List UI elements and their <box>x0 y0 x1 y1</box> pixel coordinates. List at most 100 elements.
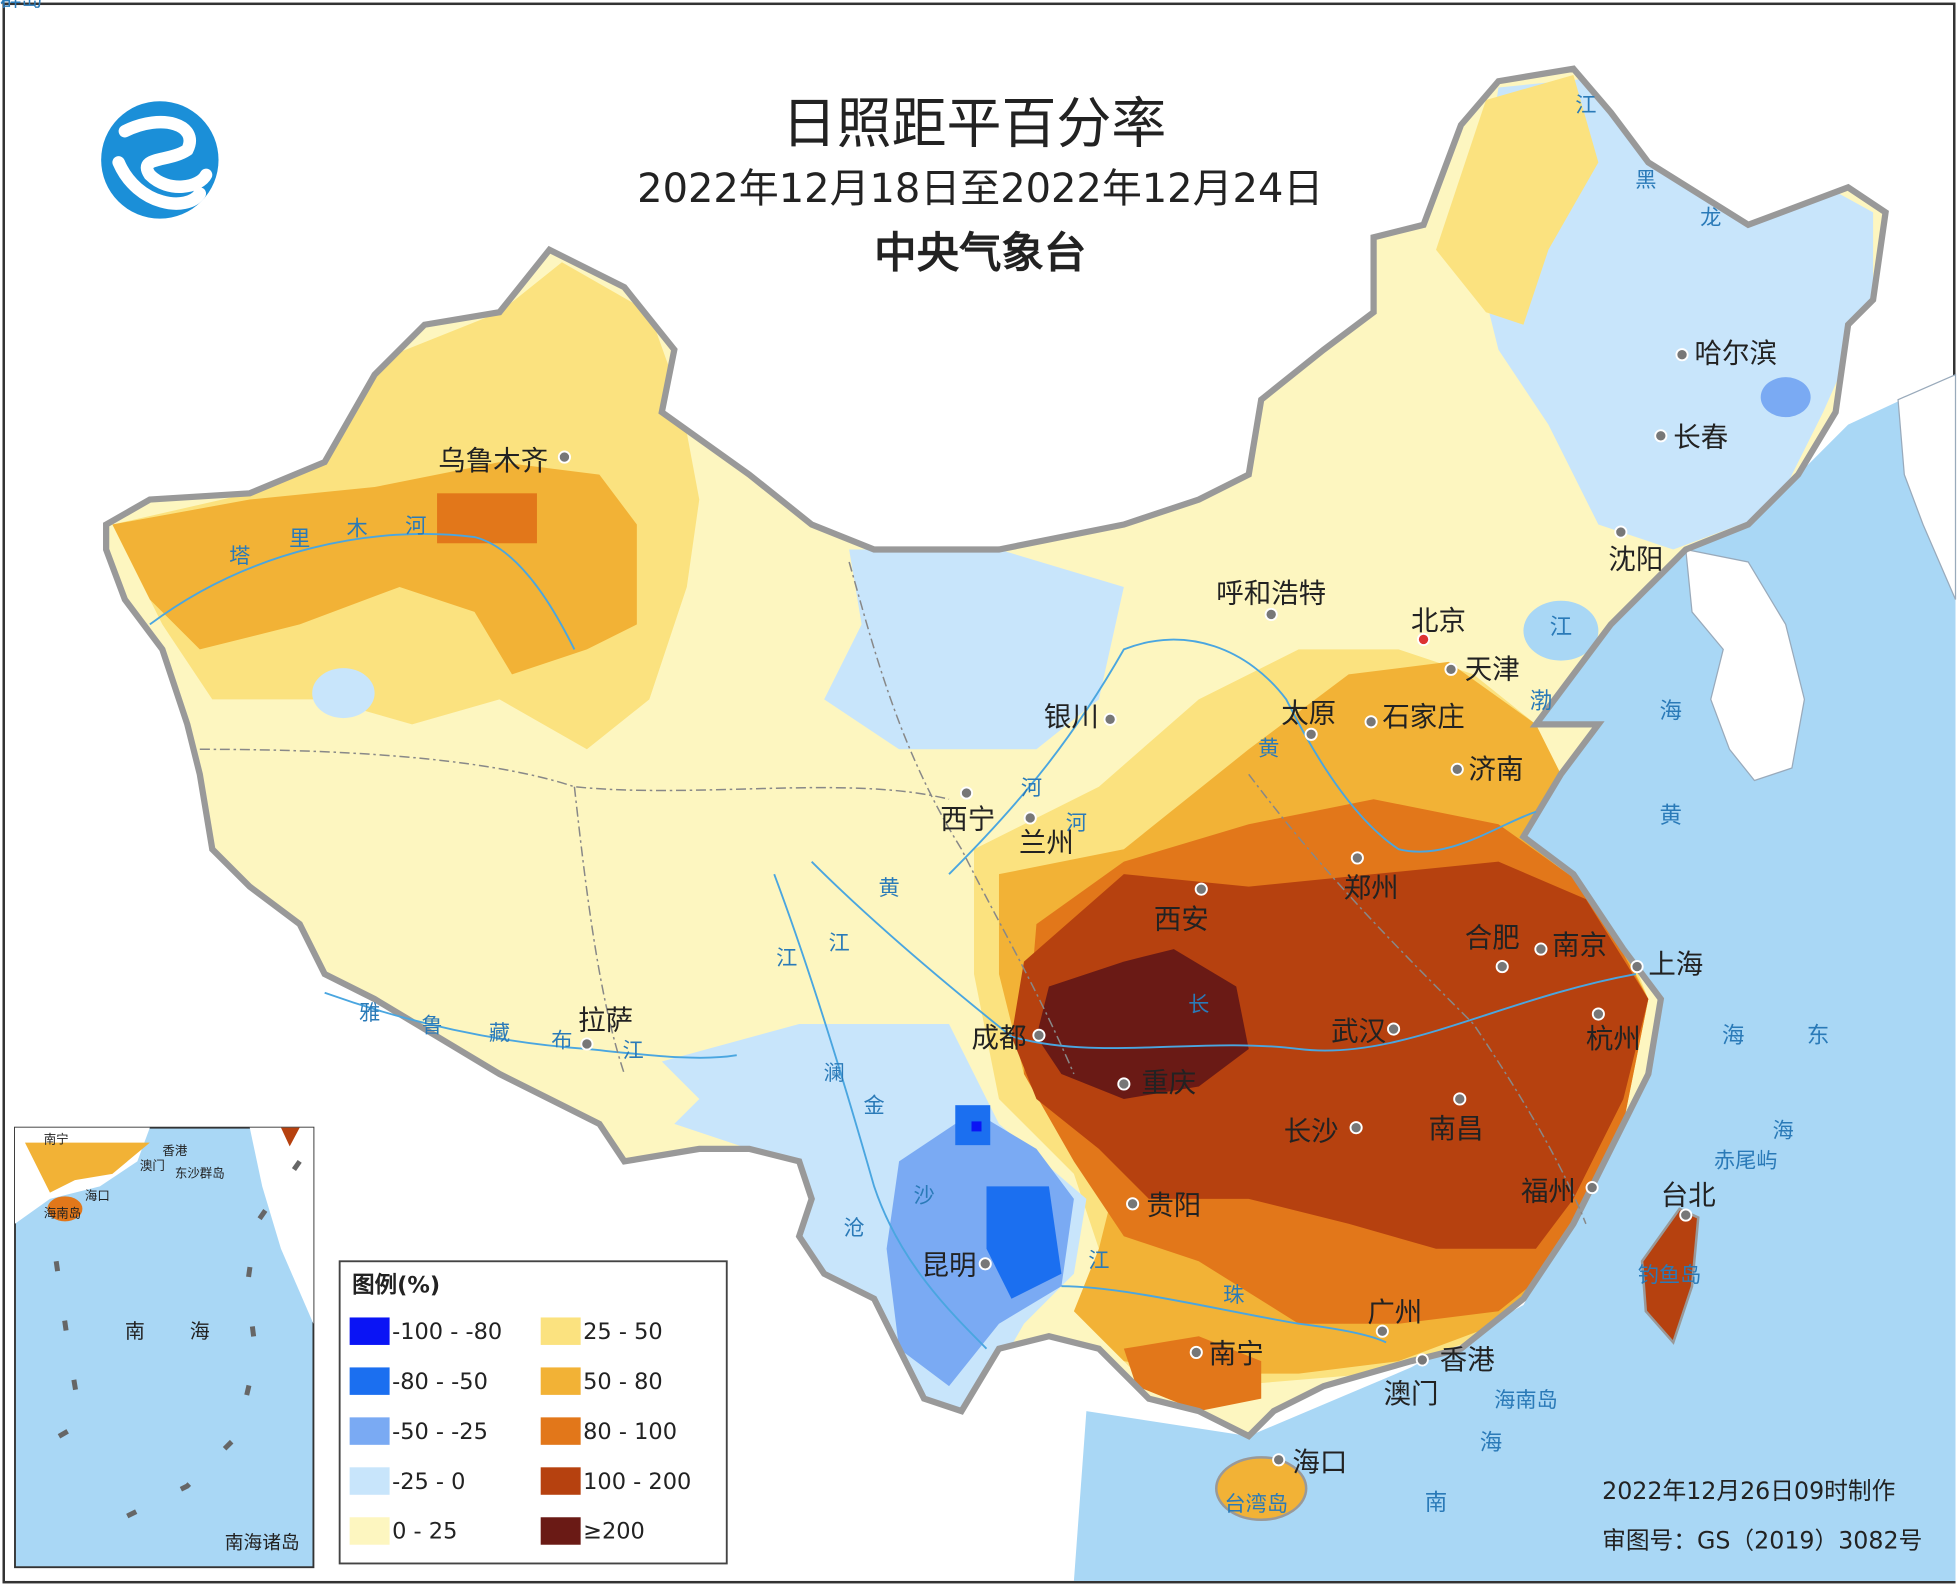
city-dot <box>1304 727 1318 741</box>
river-label: 珠 <box>1223 1283 1244 1308</box>
city-label: 重庆 <box>1141 1068 1196 1099</box>
river-label: 鲁 <box>421 1014 442 1039</box>
river-label: 澜 <box>824 1061 845 1086</box>
city-dot <box>1272 1453 1286 1467</box>
city-label: 郑州 <box>1344 873 1399 904</box>
sea-label: 东 <box>1807 1023 1829 1049</box>
legend-swatch <box>540 1467 581 1495</box>
city-dot <box>1614 525 1628 539</box>
city-label: 杭州 <box>1586 1024 1641 1055</box>
legend-label: 0 - 25 <box>392 1519 457 1545</box>
city-dot <box>1453 1092 1467 1106</box>
korea <box>1685 548 1806 782</box>
agency: 中央气象台 <box>874 230 1086 279</box>
legend-swatch <box>540 1417 581 1445</box>
city-label: 济南 <box>1469 755 1524 786</box>
city-label: 银川 <box>1044 702 1099 733</box>
river <box>948 638 1537 875</box>
city-dot <box>1126 1197 1140 1211</box>
bohai <box>1523 600 1599 661</box>
city-label: 南宁 <box>1209 1339 1264 1370</box>
inset-fill <box>24 1142 150 1193</box>
river-label: 江 <box>1088 1248 1109 1273</box>
river-label: 金 <box>863 1093 884 1118</box>
river-label: 沙 <box>913 1183 934 1208</box>
city-dot <box>1364 715 1378 729</box>
inset-label: 南 <box>125 1319 145 1343</box>
city-dot <box>1630 960 1644 974</box>
river <box>1061 1285 1387 1344</box>
river-label: 河 <box>1066 811 1087 836</box>
river-label: 木 <box>347 517 368 542</box>
city-dot <box>580 1037 594 1051</box>
city-dot <box>1679 1208 1693 1222</box>
city-dot <box>1032 1028 1046 1042</box>
region-fill <box>824 549 1124 750</box>
inset-label: 海 <box>190 1319 210 1343</box>
inset-title: 南海诸岛 <box>225 1533 300 1554</box>
island-label: 海 <box>1773 1118 1794 1143</box>
city-dot <box>1416 632 1431 646</box>
city-label: 福州 <box>1521 1177 1576 1208</box>
legend-label: -50 - -25 <box>392 1419 488 1445</box>
city-label: 南京 <box>1552 931 1607 962</box>
city-dot <box>1349 1121 1363 1135</box>
city-dot <box>1350 851 1364 865</box>
city-dot <box>1264 607 1278 621</box>
map-labels: 塔里木河雅鲁藏布江黄河黄河长江澜沧江金沙江珠江黑龙江渤 海黄海 东海南海赤尾屿钓鱼岛… <box>0 0 1829 1517</box>
city-dot <box>1654 429 1668 443</box>
legend-label: 100 - 200 <box>583 1469 691 1495</box>
legend-swatch <box>349 1417 390 1445</box>
island-label: 海南岛 <box>1494 1388 1558 1413</box>
logo <box>101 101 219 219</box>
legend-label: 25 - 50 <box>583 1319 663 1345</box>
island-label: 钓鱼岛 <box>1638 1263 1702 1288</box>
city-dot <box>1444 662 1458 676</box>
region-fill <box>1123 1336 1262 1412</box>
river <box>149 533 576 650</box>
legend-swatch <box>540 1367 581 1395</box>
city-dot <box>1194 882 1208 896</box>
region-fill <box>1436 74 1599 325</box>
japan <box>1897 373 1957 600</box>
city-label: 澳门 <box>1384 1379 1439 1410</box>
river-label: 黄 <box>1258 736 1279 761</box>
city-label: 天津 <box>1465 655 1520 686</box>
legend-label: 50 - 80 <box>583 1369 663 1395</box>
nine-dash <box>36 1159 302 1520</box>
city-dot <box>1117 1077 1131 1091</box>
legend-label: -25 - 0 <box>392 1469 465 1495</box>
china-border <box>103 65 1889 1440</box>
inset-taiwan <box>280 1127 300 1147</box>
city-label: 乌鲁木齐 <box>438 446 548 477</box>
region-fill <box>312 668 375 719</box>
river-label: 里 <box>289 527 310 552</box>
sea-label: 黄 <box>1660 803 1682 829</box>
inset-hainan <box>47 1196 83 1222</box>
region-fill <box>986 1186 1062 1299</box>
city-label: 太原 <box>1281 698 1336 729</box>
legend-label: ≥200 <box>583 1519 645 1545</box>
river-label: 塔 <box>229 544 250 569</box>
river <box>773 873 988 1350</box>
city-dot <box>978 1257 992 1271</box>
city-dot <box>1103 712 1117 726</box>
inset-label: 海口 <box>85 1188 110 1203</box>
boundary <box>1248 773 1587 1225</box>
legend-label: -80 - -50 <box>392 1369 488 1395</box>
city-label: 沈阳 <box>1608 545 1663 576</box>
city-dot <box>1591 1007 1605 1021</box>
city-label: 北京 <box>1411 606 1466 637</box>
inset-land <box>249 1127 314 1324</box>
legend-swatch <box>540 1517 581 1545</box>
legend-label: -100 - -80 <box>392 1319 502 1345</box>
river-label: 龙 <box>1700 206 1721 231</box>
river-label: 黄 <box>878 876 899 901</box>
city-label: 成都 <box>972 1023 1027 1054</box>
city-label: 昆明 <box>922 1250 977 1281</box>
city-label: 台北 <box>1661 1180 1716 1211</box>
city-dot <box>557 450 571 464</box>
